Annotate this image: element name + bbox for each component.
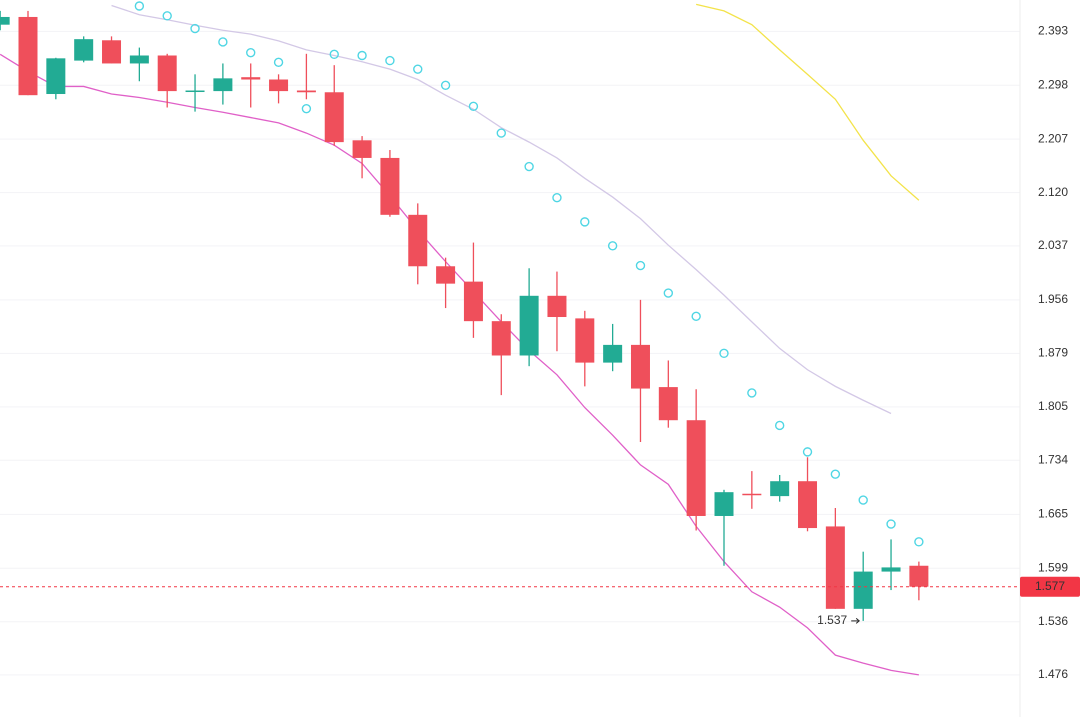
candle-body (519, 295, 539, 356)
last-price-label: 1.577 (1035, 579, 1065, 593)
candle-body (798, 481, 818, 529)
candle-body (770, 481, 790, 497)
candle-body (296, 90, 316, 93)
sar-dot (886, 519, 896, 529)
candle-body (157, 55, 177, 92)
sar-dot (524, 161, 534, 172)
candle-body (603, 344, 623, 363)
candle-body (909, 565, 929, 587)
y-tick-label: 1.805 (1038, 399, 1068, 413)
plot-area: 1.537 (0, 1, 1020, 676)
sar-dot (663, 288, 674, 298)
indicator-line (696, 3, 920, 201)
y-tick-label: 1.734 (1038, 452, 1068, 466)
y-tick-label: 1.879 (1038, 346, 1068, 360)
sar-dot (580, 217, 590, 227)
sar-dot (607, 241, 618, 251)
candle-body (630, 344, 650, 389)
candle-body (742, 493, 762, 496)
sar-dot (413, 64, 423, 74)
y-tick-label: 1.536 (1038, 614, 1068, 628)
sar-dot (830, 469, 841, 479)
low-label: 1.537 (817, 613, 847, 627)
candle-body (436, 266, 456, 284)
candle-body (241, 77, 261, 80)
candle-body (463, 281, 483, 322)
candle-body (714, 492, 734, 516)
grid (0, 0, 1021, 717)
candle-body (547, 295, 567, 318)
candle-body (129, 55, 149, 64)
candle-body (658, 387, 678, 421)
y-tick-label: 1.956 (1038, 292, 1068, 306)
candle-body (102, 40, 122, 64)
price-axis: 2.393 2.298 2.207 2.120 2.037 1.956 1.879 1.805… (1020, 24, 1080, 681)
y-tick-label: 1.599 (1038, 560, 1068, 574)
sar-dot (691, 311, 701, 322)
y-tick-label: 1.665 (1038, 507, 1068, 521)
sar-dot (329, 49, 339, 60)
sar-dot (496, 128, 506, 138)
y-tick-label: 2.298 (1038, 77, 1068, 91)
low-arrow-head (855, 618, 860, 624)
sar-dot (468, 101, 479, 112)
y-tick-label: 2.393 (1038, 24, 1068, 38)
candle-body (352, 140, 372, 158)
sar-dot (134, 1, 145, 11)
candle-body (213, 78, 233, 92)
sar-dot (719, 348, 729, 359)
y-tick-label: 2.207 (1038, 131, 1068, 145)
last-price-box (1020, 576, 1080, 597)
indicator-line (111, 4, 892, 415)
indicator-line (0, 53, 919, 676)
sar-dot (190, 23, 200, 34)
candle-body (853, 571, 873, 609)
sar-dot (301, 103, 312, 114)
candle-body (380, 157, 400, 215)
candle-body (18, 16, 38, 96)
candle-body (575, 318, 595, 363)
sar-dot (802, 447, 813, 457)
candle-body (825, 526, 845, 609)
sar-dot (218, 37, 228, 47)
y-tick-label: 2.037 (1038, 238, 1068, 252)
sar-dot (246, 47, 256, 58)
candle-body (686, 420, 706, 516)
sar-dot (635, 260, 646, 271)
sar-dot (357, 50, 367, 61)
candle-body (185, 90, 205, 93)
y-tick-label: 2.120 (1038, 185, 1068, 199)
candle-body (324, 92, 344, 143)
sar-dot (858, 495, 868, 505)
y-tick-label: 1.476 (1038, 667, 1068, 681)
candle-body (269, 79, 289, 92)
candle-body (881, 567, 901, 572)
sar-dot (552, 192, 562, 203)
sar-dot (914, 537, 924, 547)
sar-dot (162, 11, 172, 21)
sar-dot (273, 57, 284, 68)
candle-body (408, 214, 428, 267)
candle-body (491, 321, 511, 356)
sar-dot (747, 388, 757, 398)
candle-body (0, 16, 10, 25)
sar-dot (385, 55, 395, 66)
sar-dot (774, 420, 785, 431)
sar-dot (440, 80, 451, 90)
candle-body (46, 58, 66, 95)
candle-body (74, 39, 94, 61)
